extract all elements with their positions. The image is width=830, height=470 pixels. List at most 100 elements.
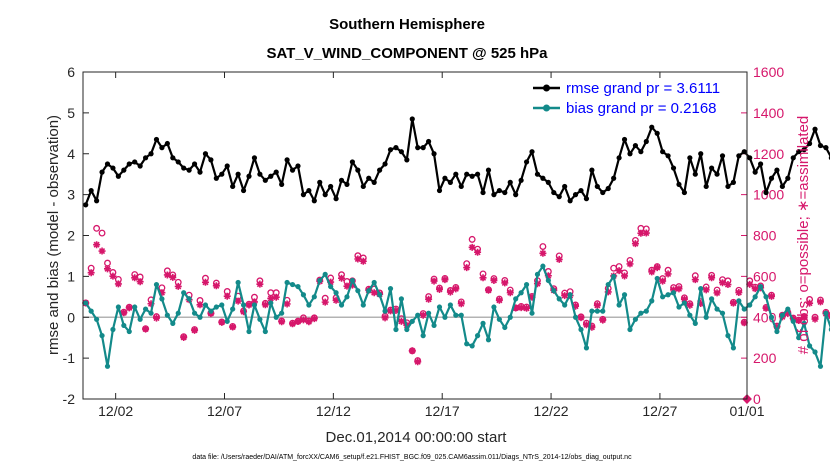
rmse-point [513, 192, 519, 198]
obs-assimilated-marker [343, 282, 351, 290]
legend-bias-marker [543, 104, 550, 112]
obs-assimilated-marker [191, 326, 199, 334]
bias-point [562, 302, 568, 308]
rmse-point [262, 177, 268, 183]
bias-point [279, 310, 285, 316]
rmse-point [496, 187, 502, 194]
data-file-footnote: data file: /Users/raeder/DAI/ATM_forcXX/… [192, 454, 632, 461]
rmse-point [464, 171, 470, 177]
obs-assimilated-marker [773, 323, 781, 331]
obs-assimilated-marker [245, 301, 253, 309]
bias-point [387, 286, 394, 292]
rmse-point [447, 179, 453, 185]
bias-point [491, 304, 497, 310]
bias-point [654, 275, 660, 282]
rmse-point [420, 145, 426, 151]
rmse-point [600, 189, 606, 196]
bias-point [627, 326, 633, 333]
bias-point [104, 363, 111, 369]
bias-point [175, 310, 181, 316]
obs-assimilated-marker [294, 318, 302, 326]
bias-point [338, 302, 345, 308]
obs-assimilated-marker [800, 314, 808, 322]
bias-point [153, 281, 160, 288]
obs-assimilated-marker [724, 281, 732, 289]
obs-assimilated-marker [517, 304, 525, 312]
bias-point [257, 316, 263, 322]
bias-point [415, 312, 421, 318]
obs-assimilated-marker [577, 314, 585, 322]
bias-point [377, 292, 383, 298]
y2-tick-label: 1400 [753, 105, 784, 121]
rmse-point [387, 147, 394, 153]
y2-tick-label: 1000 [753, 187, 784, 203]
rmse-point [534, 171, 541, 177]
rmse-point [654, 130, 660, 136]
bias-point [306, 302, 312, 308]
obs-assimilated-marker [495, 296, 503, 304]
bias-point [458, 312, 464, 318]
bias-point [121, 322, 127, 329]
bias-point [132, 304, 138, 310]
rmse-point [643, 138, 649, 145]
obs-assimilated-marker [593, 301, 601, 309]
rmse-point [616, 155, 622, 161]
rmse-point [295, 163, 301, 169]
y-tick-label: 2 [67, 228, 75, 244]
obs-assimilated-marker [746, 280, 754, 288]
rmse-point [578, 187, 584, 194]
obs-assimilated-marker [338, 274, 346, 282]
bias-point [638, 310, 644, 316]
obs-assimilated-marker [441, 276, 449, 284]
bias-point [518, 290, 524, 296]
obs-assimilated-marker [278, 318, 286, 326]
rmse-point [153, 136, 160, 143]
y-axis-label: rmse and bias (model - observation) [45, 115, 62, 355]
rmse-point [382, 161, 388, 167]
bias-point [540, 263, 546, 269]
bias-point [469, 343, 475, 349]
obs-assimilated-marker [283, 300, 291, 308]
rmse-point [806, 140, 813, 147]
bias-point [779, 312, 785, 318]
obs-assimilated-marker [599, 316, 607, 324]
rmse-point [621, 136, 628, 143]
rmse-point [202, 151, 209, 157]
obs-assimilated-marker [474, 248, 482, 256]
bias-point [572, 314, 579, 320]
bias-point [148, 310, 154, 316]
obs-assimilated-marker [446, 288, 454, 296]
rmse-point [213, 175, 219, 181]
legend: rmse grand pr = 3.6111 bias grand pr = 0… [533, 80, 720, 117]
bias-point [736, 298, 742, 304]
rmse-point [349, 159, 356, 165]
rmse-point [649, 124, 655, 130]
rmse-point [132, 159, 138, 165]
rmse-point [148, 151, 154, 157]
obs-assimilated-marker [136, 278, 144, 286]
bias-point [796, 335, 802, 341]
bias-point [545, 277, 551, 284]
rmse-point [355, 167, 361, 173]
x-tick-label: 12/27 [642, 403, 677, 419]
bias-point [714, 306, 720, 312]
bias-point [191, 310, 198, 316]
y-tick-label: 3 [67, 187, 75, 203]
x-tick-label: 12/02 [98, 403, 133, 419]
bias-point [197, 314, 203, 320]
rmse-point [812, 126, 818, 132]
obs-assimilated-marker [435, 285, 443, 293]
obs-assimilated-marker [305, 318, 313, 326]
bias-point [692, 320, 698, 326]
bias-point [485, 337, 492, 343]
y2-tick-label: 1600 [753, 64, 784, 80]
bias-point [507, 314, 513, 320]
rmse-point [208, 157, 214, 163]
obs-possible-marker [468, 235, 476, 243]
obs-assimilated-marker [806, 299, 814, 307]
bias-point [567, 292, 573, 298]
obs-assimilated-marker [218, 318, 226, 326]
bias-point [589, 308, 595, 314]
bias-point [513, 296, 519, 302]
obs-assimilated-marker [582, 321, 590, 329]
